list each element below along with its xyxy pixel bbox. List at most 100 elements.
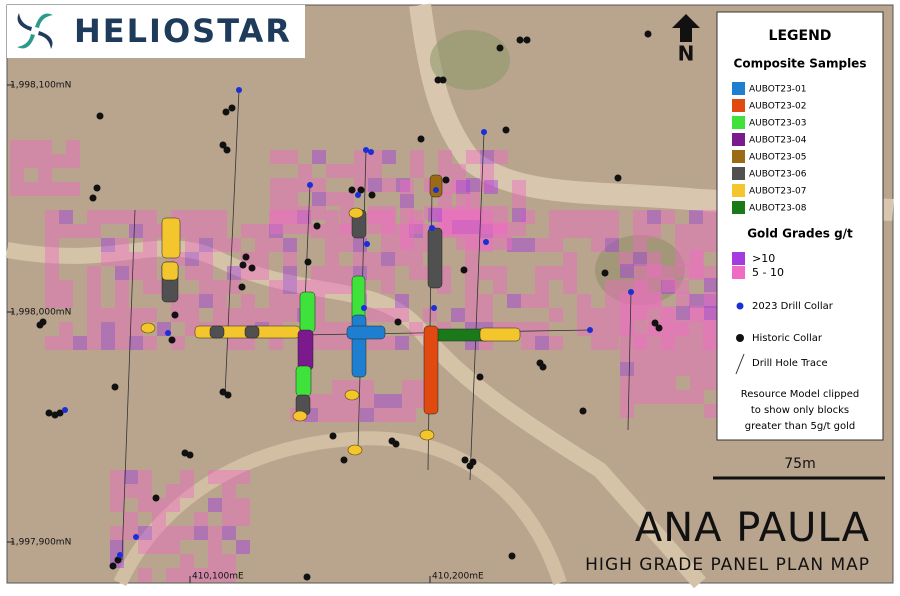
block <box>138 540 152 554</box>
block <box>512 222 526 236</box>
block <box>354 150 368 164</box>
block <box>213 308 227 322</box>
block <box>466 206 480 220</box>
historic-collar <box>89 194 97 202</box>
easting-label: 410,100mE <box>192 572 244 582</box>
block <box>549 238 563 252</box>
block <box>45 252 59 266</box>
historic-collar <box>222 108 230 116</box>
historic-collar <box>96 112 104 120</box>
block <box>563 266 577 280</box>
block <box>479 294 493 308</box>
historic-collar <box>303 573 311 581</box>
block <box>591 224 605 238</box>
block <box>648 362 662 376</box>
block <box>647 210 661 224</box>
block <box>222 554 236 568</box>
historic-collar <box>476 373 484 381</box>
block <box>591 336 605 350</box>
block <box>166 526 180 540</box>
block <box>332 408 346 422</box>
block <box>549 308 563 322</box>
block <box>45 266 59 280</box>
block <box>367 336 381 350</box>
block <box>339 280 353 294</box>
block <box>676 306 690 320</box>
block <box>676 264 690 278</box>
block <box>703 210 717 224</box>
historic-collar <box>523 36 531 44</box>
block <box>129 266 143 280</box>
block <box>465 210 479 224</box>
block <box>199 224 213 238</box>
block <box>465 224 479 238</box>
sample-disc <box>419 429 435 441</box>
block <box>689 252 703 266</box>
block <box>52 182 66 196</box>
block <box>143 252 157 266</box>
block <box>208 498 222 512</box>
block <box>236 498 250 512</box>
block <box>138 484 152 498</box>
block <box>381 336 395 350</box>
block <box>255 308 269 322</box>
block <box>180 470 194 484</box>
block <box>648 376 662 390</box>
block <box>346 408 360 422</box>
block <box>479 210 493 224</box>
block <box>284 220 298 234</box>
sample-cylinder <box>427 227 443 289</box>
block <box>690 362 704 376</box>
legend-label: AUBOT23-03 <box>749 119 807 129</box>
block <box>360 408 374 422</box>
easting-label: 410,200mE <box>432 572 484 582</box>
composite-samples <box>140 174 521 456</box>
block <box>284 150 298 164</box>
block <box>73 224 87 238</box>
block <box>465 266 479 280</box>
block <box>633 336 647 350</box>
block <box>409 238 423 252</box>
historic-collar <box>579 407 587 415</box>
historic-collar <box>434 76 442 84</box>
block <box>521 294 535 308</box>
legend: LEGEND Composite Samples AUBOT23-01 AUBOT23… <box>732 28 866 432</box>
block <box>605 210 619 224</box>
block <box>507 238 521 252</box>
block <box>676 334 690 348</box>
drill-collar <box>364 241 370 247</box>
block <box>704 362 718 376</box>
block <box>66 154 80 168</box>
block <box>115 294 129 308</box>
terrain <box>5 3 894 589</box>
block <box>213 294 227 308</box>
block <box>87 210 101 224</box>
block <box>236 540 250 554</box>
block <box>591 308 605 322</box>
block <box>470 208 484 222</box>
sample-cylinder <box>297 329 314 371</box>
block <box>521 238 535 252</box>
block <box>704 376 718 390</box>
block <box>360 394 374 408</box>
block <box>690 320 704 334</box>
block <box>395 252 409 266</box>
block <box>208 540 222 554</box>
block <box>284 206 298 220</box>
block <box>577 294 591 308</box>
block <box>633 210 647 224</box>
block <box>213 280 227 294</box>
block <box>648 292 662 306</box>
block <box>115 238 129 252</box>
block <box>115 308 129 322</box>
block <box>456 180 470 194</box>
block <box>339 224 353 238</box>
block <box>676 390 690 404</box>
drill-collar <box>363 147 369 153</box>
block <box>690 390 704 404</box>
block <box>340 220 354 234</box>
block <box>87 322 101 336</box>
block <box>87 280 101 294</box>
historic-collar <box>111 383 119 391</box>
block <box>465 280 479 294</box>
